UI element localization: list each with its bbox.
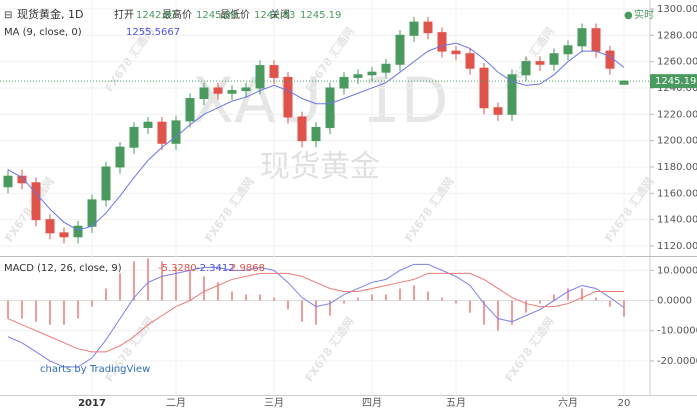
candle-body bbox=[465, 53, 475, 69]
ma-value: 1255.5667 bbox=[126, 27, 180, 38]
last-price-box bbox=[650, 74, 697, 89]
candle-body bbox=[577, 28, 587, 47]
candle-body bbox=[549, 53, 559, 65]
y-tick-label: 1280.00 bbox=[657, 30, 697, 41]
symbol-title: 现货黄金, 1D bbox=[17, 7, 83, 21]
y-tick-label: 1120.00 bbox=[657, 241, 697, 252]
line bbox=[7, 263, 625, 368]
ohlc-value: 1242.83 bbox=[254, 10, 295, 21]
x-tick-label: 20 bbox=[618, 398, 631, 409]
candle-body bbox=[101, 166, 111, 201]
x-tick-label: 四月 bbox=[362, 397, 382, 409]
candle-body bbox=[353, 74, 363, 78]
candle-body bbox=[143, 121, 153, 128]
realtime-dot: ● bbox=[624, 10, 633, 21]
y-tick-label: 1200.00 bbox=[657, 136, 697, 147]
candle-body bbox=[395, 34, 405, 65]
x-tick-label: 六月 bbox=[558, 397, 578, 409]
candle-body bbox=[423, 21, 433, 34]
candle-body bbox=[185, 98, 195, 122]
line bbox=[7, 272, 625, 353]
candle-body bbox=[199, 87, 209, 100]
macd-title: MACD (12, 26, close, 9) bbox=[4, 263, 122, 274]
ohlc-value: 1245.89 bbox=[196, 10, 237, 21]
ohlc-label: 最高价 bbox=[162, 8, 192, 21]
candle-body bbox=[535, 61, 545, 65]
candle-body bbox=[17, 175, 27, 184]
candle-body bbox=[241, 87, 251, 92]
y-tick-label: 1240.00 bbox=[657, 83, 697, 94]
macd-hist-value: -5.3280 bbox=[158, 263, 197, 274]
branding[interactable]: charts by TradingView bbox=[40, 364, 150, 375]
candle-body bbox=[339, 76, 349, 89]
candle-body bbox=[129, 126, 139, 148]
candle-body bbox=[563, 45, 573, 55]
x-tick-label: 二月 bbox=[166, 397, 186, 409]
candle-body bbox=[45, 219, 55, 234]
x-tick-label: 2017 bbox=[78, 398, 106, 409]
macd-plot bbox=[0, 258, 650, 368]
candle-body bbox=[255, 65, 265, 89]
y-tick-label: 1300.00 bbox=[657, 4, 697, 15]
y-tick-label: 1220.00 bbox=[657, 109, 697, 120]
price-plot bbox=[3, 16, 629, 244]
candle-body bbox=[283, 76, 293, 118]
ohlc-value: 1245.19 bbox=[300, 10, 341, 21]
candle-body bbox=[437, 32, 447, 52]
y-tick-label: 10.0000 bbox=[657, 265, 697, 276]
candle-body bbox=[591, 28, 601, 52]
candle-body bbox=[605, 50, 615, 69]
y-tick-label: 0.0000 bbox=[657, 296, 692, 307]
ohlc-label: 最低价 bbox=[220, 8, 250, 21]
candle-body bbox=[73, 225, 83, 238]
candle-body bbox=[87, 199, 97, 227]
ma-label: MA (9, close, 0) bbox=[4, 27, 82, 38]
line bbox=[7, 42, 625, 231]
candle-body bbox=[479, 67, 489, 109]
candle-body bbox=[157, 121, 167, 144]
candle-body bbox=[115, 146, 125, 168]
candle-body bbox=[297, 116, 307, 142]
y-tick-label: -10.0000 bbox=[657, 326, 697, 337]
candle-body bbox=[325, 87, 335, 128]
candle-body bbox=[381, 63, 391, 73]
candle-body bbox=[213, 87, 223, 94]
x-tick-label: 五月 bbox=[446, 397, 466, 409]
y-tick-label: 1180.00 bbox=[657, 162, 697, 173]
candle-body bbox=[311, 126, 321, 142]
candle-body bbox=[31, 182, 41, 221]
last-price-label: 1245.19 bbox=[655, 76, 696, 87]
y-tick-label: 1160.00 bbox=[657, 188, 697, 199]
macd-value: -2.3412 bbox=[196, 263, 235, 274]
candle-body bbox=[227, 90, 237, 94]
ohlc-label: 关闭 bbox=[270, 8, 290, 21]
candle-body bbox=[409, 21, 419, 36]
ohlc-value: 1242.83 bbox=[136, 10, 177, 21]
realtime: 实时 bbox=[634, 8, 654, 21]
candle-body bbox=[493, 107, 503, 115]
collapse-icon[interactable]: ⊟ bbox=[4, 10, 12, 21]
ohlc-label: 打开 bbox=[114, 8, 134, 21]
grid bbox=[0, 0, 650, 395]
y-tick-label: -20.0000 bbox=[657, 356, 697, 367]
candle-body bbox=[3, 175, 13, 188]
y-tick-label: 1140.00 bbox=[657, 215, 697, 226]
candle-body bbox=[269, 65, 279, 78]
signal-value: 2.9868 bbox=[230, 263, 265, 274]
candle-body bbox=[171, 120, 181, 144]
candle-body bbox=[367, 71, 377, 76]
candle-body bbox=[59, 232, 69, 238]
candle-body bbox=[507, 74, 517, 115]
candle-body bbox=[451, 50, 461, 55]
x-tick-label: 三月 bbox=[264, 397, 284, 409]
candle-body bbox=[521, 61, 531, 76]
y-tick-label: 1260.00 bbox=[657, 57, 697, 68]
header: ⊟ 现货黄金, 1D ● 实时 MA (9, close, 0) 1255.56… bbox=[4, 7, 654, 375]
